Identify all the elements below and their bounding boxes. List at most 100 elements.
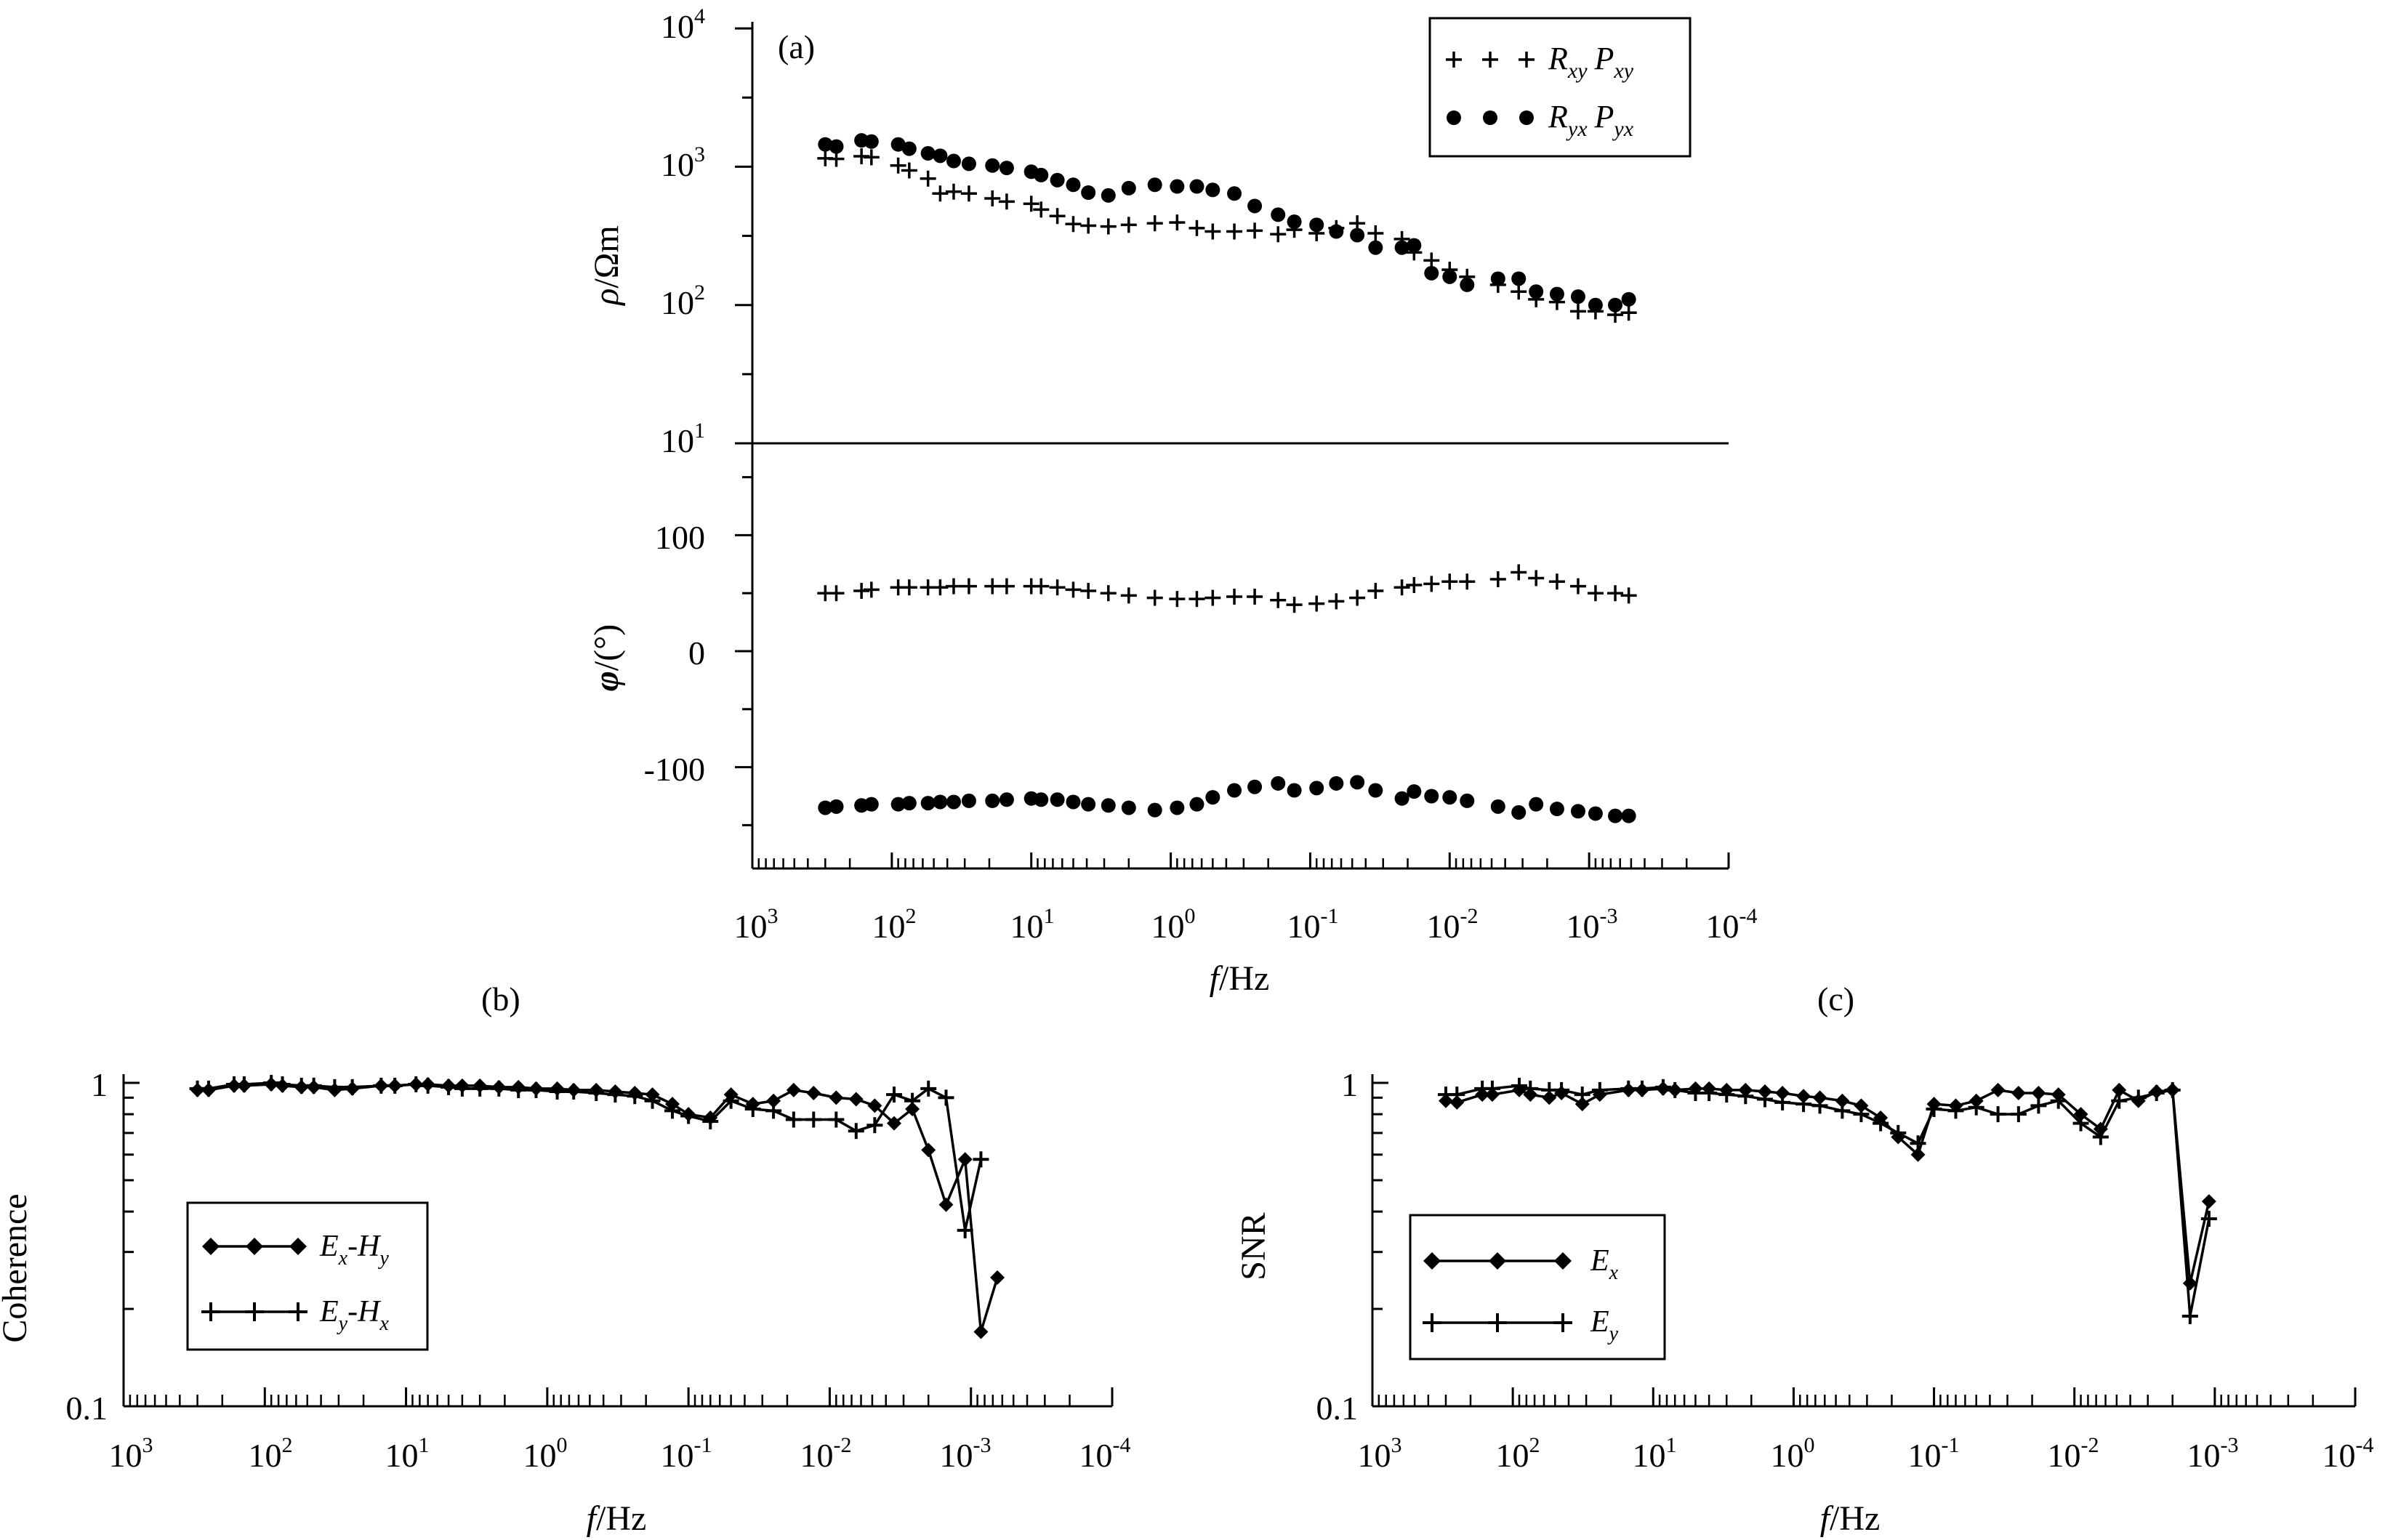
rho-yx-point [1170, 179, 1185, 194]
legend-b: Ex-Hy Ey-Hx [186, 1201, 429, 1351]
phi-yx-point [1460, 793, 1475, 808]
x-tick-base: 10 [1010, 908, 1044, 945]
x-tick-label: 10-2 [1427, 904, 1479, 945]
legend-diamond-marker [1423, 1252, 1441, 1270]
phi-xy-point [1247, 588, 1263, 605]
point-Ey [1873, 1115, 1889, 1132]
rho-yx-point [1350, 227, 1365, 243]
rho-yx-point [1368, 240, 1383, 255]
rho-xy-point [960, 185, 977, 202]
x-tick-base: 10 [523, 1437, 557, 1474]
point-Ey-Hx [723, 1092, 739, 1109]
phi-yx-point [864, 797, 879, 812]
phi-xy-point [1423, 576, 1440, 592]
rho-tick-exp: 3 [694, 142, 705, 166]
legend-diamond-marker [202, 1238, 220, 1255]
point-Ey-Hx [387, 1077, 403, 1094]
rho-xy-point [1065, 216, 1082, 233]
phi-xy-point [945, 578, 962, 594]
x-axis-label-unit: /Hz [1219, 959, 1269, 998]
x-tick-base: 10 [109, 1437, 142, 1474]
legend-diamond-marker [1489, 1252, 1506, 1270]
rho-xy-point [920, 170, 936, 187]
x-tick-base: 10 [1358, 1437, 1391, 1474]
phi-xy-point [998, 578, 1015, 594]
rho-xy-point [1189, 219, 1205, 236]
rho-xy-point [1049, 208, 1066, 225]
panel-c-marks [1437, 1077, 2217, 1324]
point-Ey [1633, 1080, 1650, 1097]
phi-xy-point [1441, 573, 1458, 590]
legend-sub: x [1609, 1262, 1619, 1284]
b-y-tick-label: 0.1 [66, 1390, 108, 1427]
rho-tick-label: 104 [661, 4, 705, 45]
phi-xy-point [1587, 585, 1604, 602]
legend-text: P [1594, 99, 1614, 134]
rho-yx-point [818, 137, 833, 152]
rho-xy-point [1146, 215, 1163, 232]
x-tick-labels-c: 103 102 101 100 10-1 10-2 10-3 10-4 [1358, 1433, 2374, 1474]
rho-yx-point [1407, 238, 1422, 253]
rho-tick-exp: 4 [694, 4, 705, 28]
rho-tick-base: 10 [661, 146, 694, 183]
point-Ey [1574, 1087, 1590, 1103]
x-tick-base: 10 [385, 1437, 419, 1474]
phi-yx-point [818, 800, 833, 815]
point-Ey-Hx [607, 1087, 624, 1103]
x-tick-base: 10 [1771, 1437, 1804, 1474]
point-Ex [2112, 1082, 2127, 1097]
x-tick-label: 102 [1496, 1433, 1540, 1474]
phi-yx-point [1394, 791, 1409, 806]
panel-c-label: (c) [1817, 980, 1854, 1017]
legend-diamond-marker [246, 1238, 263, 1255]
legend-a-box [1428, 17, 1692, 158]
rho-xy-point [1023, 195, 1039, 212]
phi-xy-point [863, 581, 880, 598]
phi-yx-point [1147, 802, 1162, 818]
point-Ex-Hy [887, 1116, 902, 1131]
phi-xy-point [1169, 591, 1186, 608]
x-tick-label: 103 [734, 904, 779, 945]
point-Ey [1968, 1099, 1984, 1116]
point-Ey [1853, 1106, 1870, 1123]
phi-yx-point [1050, 792, 1065, 807]
rho-axis-label: ρ/Ωm [587, 225, 626, 306]
phi-xy-point [960, 578, 977, 594]
phi-yx-point [1549, 802, 1564, 817]
point-Ey [2050, 1092, 2067, 1109]
x-tick-label: 10-4 [2322, 1433, 2374, 1474]
rho-xy-point [984, 190, 1001, 207]
rho-xy-point [1100, 218, 1117, 235]
point-Ey-Hx [805, 1111, 822, 1128]
rho-yx-point [1247, 198, 1263, 214]
phi-axis-label-unit: /(°) [587, 624, 626, 672]
point-Ex [1910, 1147, 1926, 1162]
phi-yx-point [946, 794, 961, 810]
phi-yx-point [1407, 784, 1422, 799]
legend-c-box [1409, 1214, 1666, 1360]
point-Ex [1835, 1093, 1850, 1108]
point-Ey-Hx [866, 1117, 883, 1134]
rho-yx-point [933, 148, 948, 164]
x-tick-label: 101 [385, 1433, 430, 1474]
legend-dot-marker [1483, 110, 1497, 125]
panel-b-axes [122, 1074, 1114, 1408]
phi-yx-point [1350, 775, 1365, 790]
legend-plus-marker [1446, 52, 1462, 68]
rho-xy-point [901, 162, 917, 179]
phi-yx-point [1287, 783, 1302, 798]
point-Ey [1654, 1079, 1671, 1095]
point-Ey [1990, 1106, 2006, 1123]
legend-plus-marker [1482, 52, 1498, 68]
x-tick-base: 10 [1908, 1437, 1942, 1474]
rho-yx-point [1066, 177, 1081, 193]
point-Ex-Hy [905, 1102, 920, 1117]
rho-yx-point [1394, 240, 1409, 255]
x-tick-label: 101 [1633, 1433, 1677, 1474]
legend-sub: y [1607, 1323, 1619, 1345]
legend-plus-marker [1553, 1313, 1572, 1332]
x-axis-label-c: f/Hz [1820, 1499, 1881, 1538]
rho-xy-point [1423, 252, 1440, 269]
legend-text: R [1548, 99, 1568, 134]
point-Ey-Hx [344, 1079, 361, 1095]
